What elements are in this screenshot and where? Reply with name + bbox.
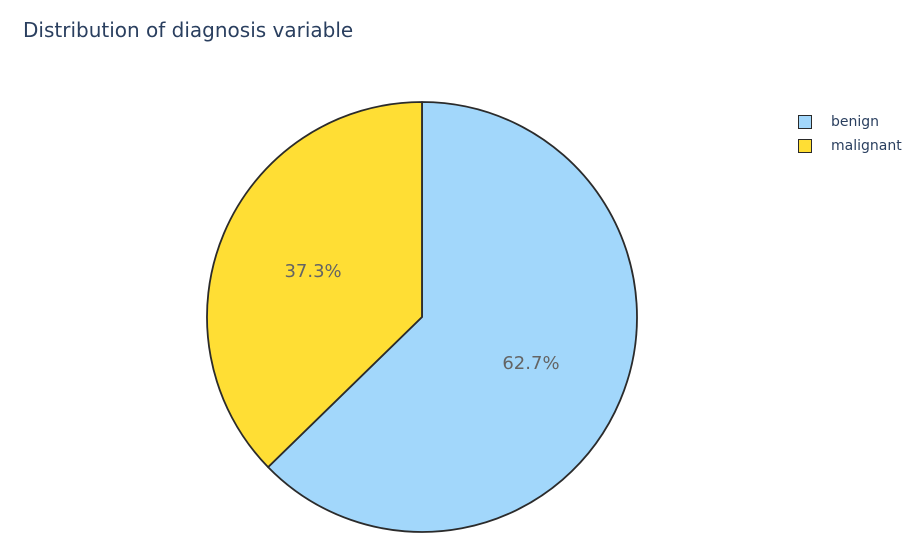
legend-label-malignant: malignant bbox=[831, 138, 902, 154]
legend-swatch-benign bbox=[798, 115, 812, 129]
legend-label-benign: benign bbox=[831, 114, 880, 130]
slice-label-malignant: 37.3% bbox=[284, 261, 341, 282]
chart-title: Distribution of diagnosis variable bbox=[23, 18, 354, 42]
legend-item-benign[interactable]: benign bbox=[798, 110, 902, 134]
legend-item-malignant[interactable]: malignant bbox=[798, 134, 902, 158]
legend: benign malignant bbox=[798, 110, 902, 158]
legend-swatch-malignant bbox=[798, 139, 812, 153]
pie-slice-benign[interactable] bbox=[267, 101, 638, 533]
slice-label-benign: 62.7% bbox=[502, 353, 559, 374]
pie-slice-malignant[interactable] bbox=[206, 101, 423, 469]
